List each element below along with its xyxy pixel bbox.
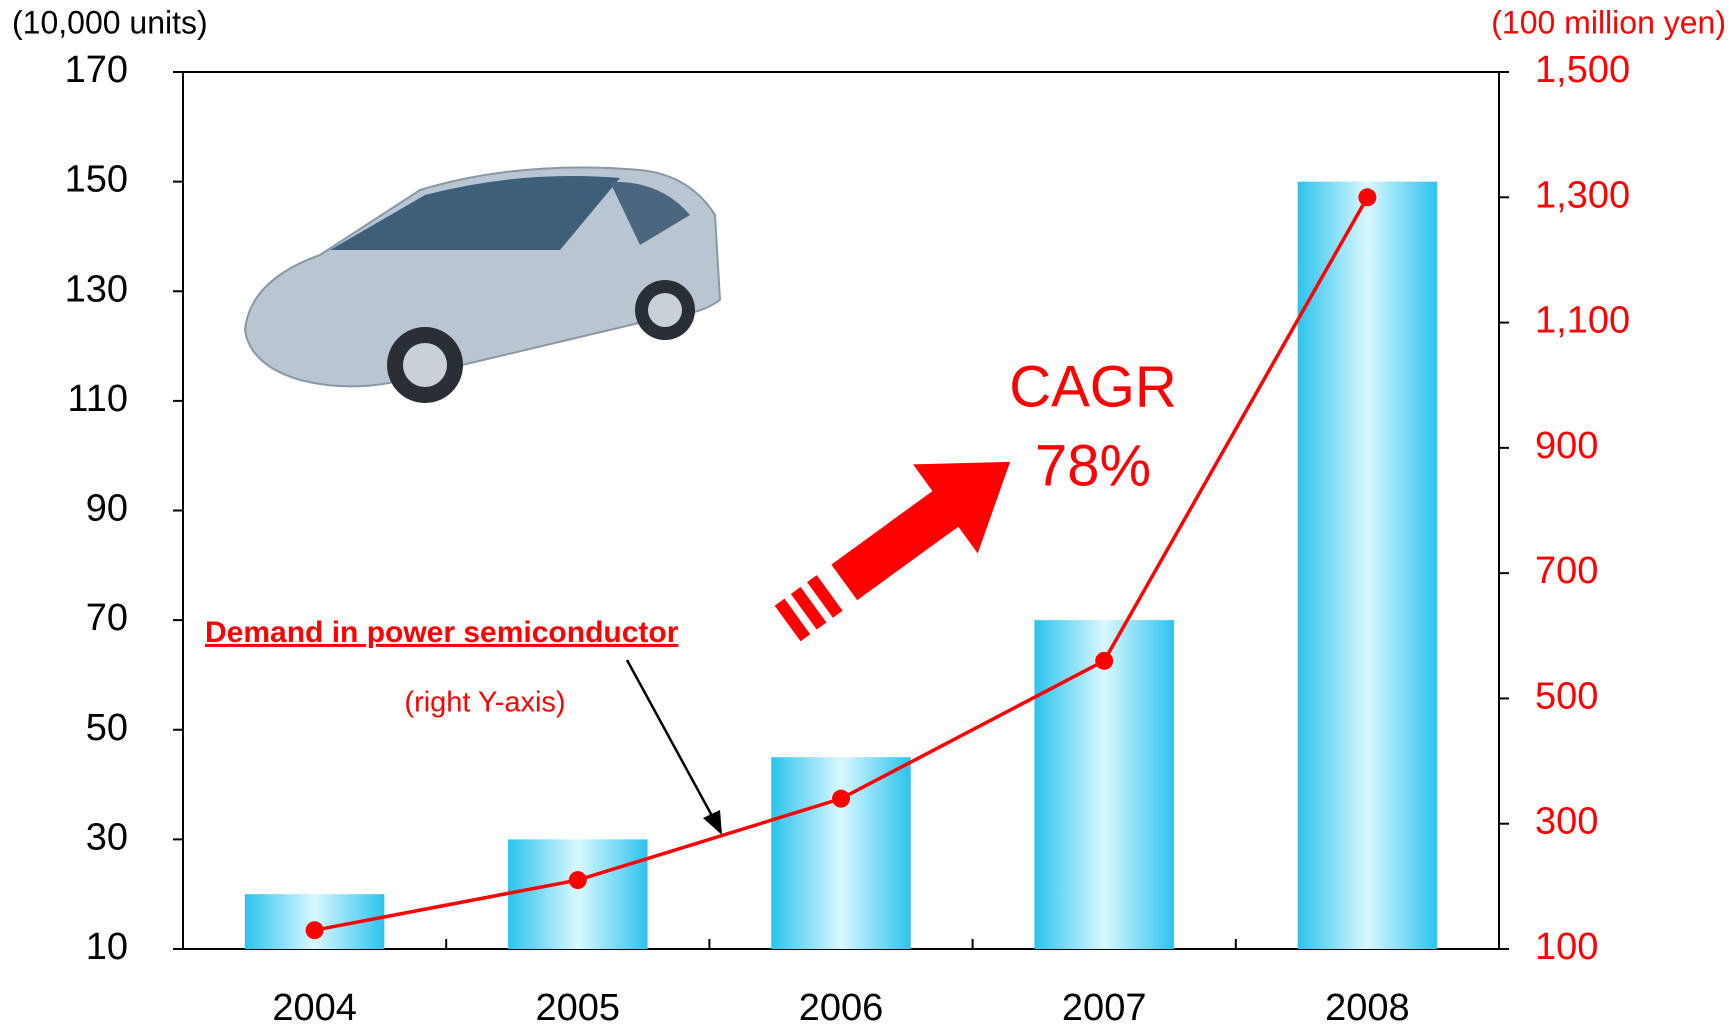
bar xyxy=(508,839,648,949)
bar xyxy=(1034,620,1174,949)
bar xyxy=(1297,181,1438,949)
x-tick-label: 2008 xyxy=(1325,987,1410,1026)
y-tick-label: 90 xyxy=(86,488,128,530)
x-tick-label: 2004 xyxy=(272,987,357,1026)
y-tick-label: 170 xyxy=(65,49,128,91)
y2-tick-label: 100 xyxy=(1535,926,1598,968)
annotation: 78% xyxy=(1035,433,1151,498)
bar xyxy=(771,757,911,949)
line-point xyxy=(1358,188,1377,207)
y2-tick-label: 500 xyxy=(1535,675,1598,717)
y2-tick-label: 700 xyxy=(1535,550,1598,592)
y2-tick-label: 1,500 xyxy=(1535,49,1630,91)
y2-tick-label: 900 xyxy=(1535,425,1598,467)
line-series-name: Demand in power semiconductor xyxy=(205,616,679,649)
annotation: CAGR xyxy=(1009,354,1177,419)
y-axis-label: (10,000 units) xyxy=(12,4,208,40)
line-point xyxy=(832,789,850,808)
y-tick-label: 110 xyxy=(67,378,128,420)
y2-tick-label: 1,300 xyxy=(1535,174,1630,216)
x-tick-label: 2005 xyxy=(536,987,621,1026)
y-tick-label: 130 xyxy=(65,268,128,310)
pointer-arrowhead xyxy=(703,810,722,835)
line-point xyxy=(1095,651,1114,670)
y2-tick-label: 300 xyxy=(1535,801,1598,843)
pointer-arrow xyxy=(625,659,719,826)
line-point xyxy=(568,871,587,890)
y2-tick-label: 1,100 xyxy=(1535,300,1630,342)
y-tick-label: 150 xyxy=(65,159,128,201)
x-tick-label: 2006 xyxy=(799,987,884,1026)
growth-arrow xyxy=(774,461,1011,642)
y2-axis-label: (100 million yen) xyxy=(1491,4,1726,40)
y-tick-label: 30 xyxy=(86,816,128,858)
line-point xyxy=(305,921,324,940)
y-tick-label: 50 xyxy=(86,707,128,749)
car-illustration xyxy=(235,118,745,428)
annotation: (right Y-axis) xyxy=(404,687,565,719)
y-tick-label: 10 xyxy=(86,926,128,968)
x-tick-label: 2007 xyxy=(1062,987,1147,1026)
y-tick-label: 70 xyxy=(86,597,128,639)
